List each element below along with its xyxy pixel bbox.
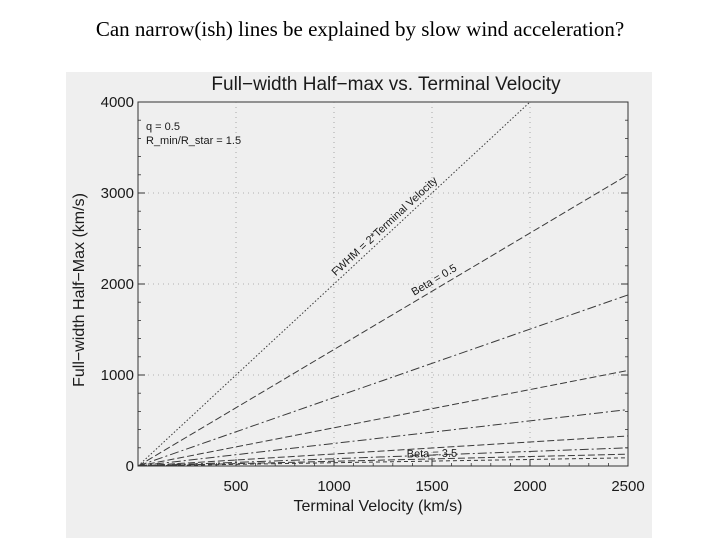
series-line-7 — [137, 447, 629, 467]
y-tick-label: 4000 — [101, 94, 134, 111]
series-label-2: Beta = 0.5 — [410, 262, 460, 298]
y-tick-label: 0 — [126, 458, 134, 475]
chart-title: Full−width Half−max vs. Terminal Velocit… — [211, 74, 561, 95]
x-tick-label: 2500 — [611, 478, 644, 495]
grid — [138, 102, 628, 466]
x-tick-label: 1500 — [415, 478, 448, 495]
series-label-1: FWHM = 2*Terminal Velocity — [330, 174, 441, 278]
chart-svg: Full−width Half−max vs. Terminal Velocit… — [71, 74, 645, 515]
x-axis-title: Terminal Velocity (km/s) — [294, 498, 463, 515]
parameter-q: q = 0.5 — [146, 121, 180, 133]
parameter-rmin: R_min/R_star = 1.5 — [146, 135, 241, 147]
series-line-8 — [137, 453, 629, 467]
chart-figure: Full−width Half−max vs. Terminal Velocit… — [66, 72, 652, 538]
series-line-2 — [137, 174, 629, 467]
x-tick-label: 2000 — [513, 478, 546, 495]
series-line-1 — [137, 101, 531, 467]
x-tick-label: 500 — [223, 478, 248, 495]
series-label-9: Beta = 3.5 — [407, 448, 458, 461]
y-tick-label: 3000 — [101, 185, 134, 202]
y-tick-label: 1000 — [101, 367, 134, 384]
y-tick-label: 2000 — [101, 276, 134, 293]
series-line-3 — [137, 294, 629, 467]
series-line-9 — [137, 457, 629, 467]
series-line-6 — [137, 435, 629, 467]
slide-title: Can narrow(ish) lines be explained by sl… — [95, 17, 625, 41]
series-line-5 — [137, 409, 629, 467]
y-axis-title: Full−width Half−Max (km/s) — [71, 193, 88, 387]
series-line-4 — [137, 369, 629, 467]
x-tick-label: 1000 — [317, 478, 350, 495]
axis-ticks: 0 1000 2000 3000 4000 500 1000 1500 2000 2500 — [101, 94, 645, 495]
